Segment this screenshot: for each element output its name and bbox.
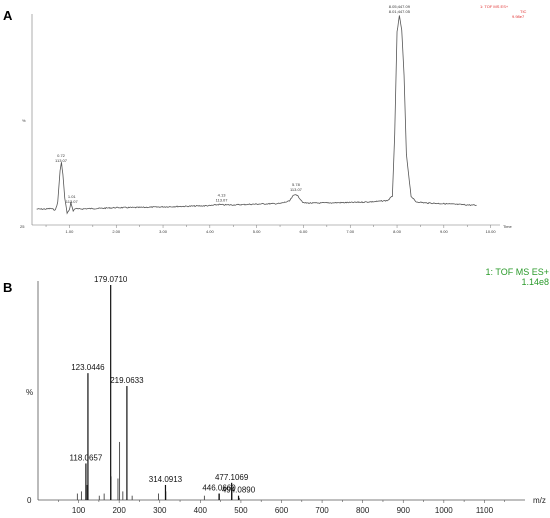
panel-a-info-line-1: 1: TOF MS ES+ <box>480 4 509 9</box>
panel-a-y-min-label: 25 <box>20 224 25 229</box>
panel-b-x-tick-label: 400 <box>194 506 208 515</box>
panel-b-info-line-1: 1: TOF MS ES+ <box>486 267 549 277</box>
panel-b-x-tick-label: 1100 <box>476 506 494 515</box>
panel-a-peak-label: 8.05;447.09 <box>389 4 411 9</box>
spectrum-peak-label: 477.1069 <box>215 473 249 482</box>
panel-a-peak-label: 113.07 <box>66 199 79 204</box>
panel-a-x-axis-unit: Time <box>503 224 513 229</box>
panel-a-x-tick-label: 4.00 <box>206 229 215 234</box>
panel-b-x-tick-label: 900 <box>397 506 411 515</box>
spectrum-peak-label: 219.0633 <box>110 376 144 385</box>
panel-b-spectrum-bars <box>76 285 240 500</box>
panel-a-x-tick-label: 5.00 <box>253 229 262 234</box>
panel-a-x-tick-label: 7.00 <box>346 229 355 234</box>
panel-a-info-line-2: TIC <box>520 9 527 14</box>
panel-a-x-ticks: 1.00 2.00 3.00 4.00 5.00 6.00 7.00 8.00 9.00 10.0… <box>45 225 497 234</box>
panel-b-x-tick-label: 500 <box>234 506 248 515</box>
panel-b-x-tick-label: 700 <box>315 506 329 515</box>
panel-a-x-tick-label: 1.00 <box>66 229 75 234</box>
panel-a-x-tick-label: 10.00 <box>486 229 497 234</box>
panel-b-peak-labels: 179.0710 123.0446 219.0633 118.0657 314.0913… <box>70 275 256 495</box>
panel-a-peak-label: 113.07 <box>55 158 68 163</box>
panel-b-x-tick-label: 100 <box>72 506 86 515</box>
spectrum-peak-label: 123.0446 <box>71 363 105 372</box>
panel-b-x-tick-label: 800 <box>356 506 370 515</box>
panel-a-peak-label: 113.07 <box>290 187 303 192</box>
panel-a-x-tick-label: 6.00 <box>300 229 309 234</box>
panel-b-x-tick-label: 600 <box>275 506 289 515</box>
panel-b-y-axis-label: % <box>26 388 33 397</box>
panel-a-peak-labels: 0.72113.071.01113.074.13113.075.78113.07… <box>55 4 411 204</box>
panel-a-chromatogram: A % 25 1: TOF MS ES+ TIC 9.98e7 Time 1.0… <box>3 4 527 234</box>
panel-b-y-tick-label: 0 <box>27 496 32 505</box>
panel-a-peak-label: 0.72 <box>57 153 66 158</box>
panel-a-peak-label: 5.78 <box>292 182 301 187</box>
panel-b-letter: B <box>3 280 12 295</box>
panel-b-mass-spectrum: B % 0 1: TOF MS ES+ 1.14e8 m/z 100 200 300… <box>3 267 549 515</box>
spectrum-peak-label: 118.0657 <box>70 453 103 462</box>
panel-a-peak-label: 8.01;447.05 <box>389 9 411 14</box>
panel-a-x-tick-label: 2.00 <box>112 229 121 234</box>
panel-b-x-axis-label: m/z <box>533 496 546 505</box>
chromatogram-trace <box>36 15 477 215</box>
panel-a-x-tick-label: 9.00 <box>440 229 449 234</box>
spectrum-peak-label: 314.0913 <box>149 475 183 484</box>
panel-a-peak-label: 4.13 <box>218 193 227 198</box>
panel-b-x-ticks: 100 200 300 400 500 600 700 800 900 1000 1100 <box>57 500 506 515</box>
panel-b-info-line-2: 1.14e8 <box>521 277 549 287</box>
panel-a-x-tick-label: 3.00 <box>159 229 168 234</box>
spectrum-peak-label: 494.0890 <box>222 486 256 495</box>
panel-a-y-axis-label: % <box>22 118 26 123</box>
panel-a-x-tick-label: 8.00 <box>393 229 402 234</box>
panel-b-x-tick-label: 1000 <box>435 506 453 515</box>
panel-a-letter: A <box>3 8 13 23</box>
panel-a-peak-label: 113.07 <box>216 198 229 203</box>
panel-b-x-tick-label: 300 <box>153 506 167 515</box>
spectrum-peak-label: 179.0710 <box>94 275 128 284</box>
panel-a-info-line-3: 9.98e7 <box>512 14 525 19</box>
spectrum-peak-label: 446.0660 <box>202 484 236 493</box>
panel-a-peak-label: 1.01 <box>68 194 77 199</box>
panel-b-x-tick-label: 200 <box>112 506 126 515</box>
